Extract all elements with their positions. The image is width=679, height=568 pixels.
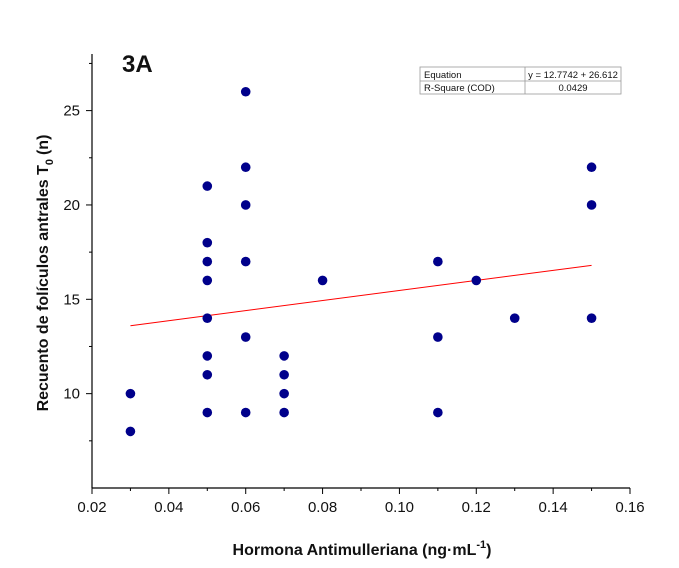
y-axis-title-main: Recuento de folículos antrales T (35, 165, 52, 412)
y-tick-label: 20 (63, 197, 80, 214)
data-point (240, 332, 251, 342)
y-axis-title: Recuento de folículos antrales T0 (n) (35, 135, 56, 412)
data-point (586, 162, 597, 173)
plot-area (130, 264, 592, 327)
x-tick-label: 0.04 (154, 499, 183, 516)
data-point (509, 313, 520, 323)
data-point (202, 313, 213, 323)
y-tick-label: 15 (63, 291, 80, 308)
r-square-value: 0.0429 (558, 83, 587, 94)
data-points (125, 86, 597, 437)
y-axis-title-close: (n) (35, 135, 52, 155)
x-tick-label: 0.16 (615, 499, 644, 516)
equation-table-border (419, 66, 622, 95)
x-tick-label: 0.12 (462, 499, 491, 516)
equation-label: Equation (424, 70, 462, 81)
regression-line (130, 264, 592, 327)
x-tick-label: 0.06 (231, 499, 260, 516)
data-point (202, 181, 213, 191)
data-point (279, 407, 289, 418)
data-point (433, 256, 443, 267)
x-axis-title-sup: -1 (476, 539, 486, 551)
x-tick-label: 0.02 (77, 499, 106, 516)
axes: 0.02 0.04 0.06 0.08 0.10 0.12 0.14 0.16 10 15 20 25 (63, 54, 645, 516)
data-point (433, 332, 443, 342)
data-point (202, 256, 213, 267)
y-axis-title-sub: 0 (44, 159, 56, 165)
data-point (202, 407, 213, 418)
x-tick-label: 0.08 (308, 499, 337, 516)
data-point (586, 200, 597, 210)
data-point (279, 388, 289, 399)
data-point (202, 369, 213, 380)
data-point (202, 275, 213, 286)
r-square-label: R-Square (COD) (424, 83, 495, 94)
y-tick-label: 25 (63, 103, 80, 120)
data-point (202, 237, 213, 248)
x-axis-title-close: ) (486, 542, 491, 559)
panel-label: 3A (122, 51, 153, 78)
data-point (202, 351, 213, 361)
x-axis-title: Hormona Antimulleriana (ng·mL-1) (233, 539, 492, 559)
x-tick-label: 0.14 (539, 499, 568, 516)
x-tick-label: 0.10 (385, 499, 414, 516)
data-point (433, 407, 443, 418)
data-point (240, 162, 251, 173)
equation-value: y = 12.7742 + 26.612 (528, 70, 618, 81)
data-point (125, 388, 136, 399)
data-point (586, 313, 597, 323)
y-tick-label: 10 (63, 386, 80, 403)
data-point (317, 275, 328, 286)
data-point (240, 200, 251, 210)
data-point (279, 369, 289, 380)
x-axis-title-main: Hormona Antimulleriana (ng·mL (233, 542, 477, 559)
data-point (125, 426, 136, 437)
equation-table: Equation y = 12.7742 + 26.612 R-Square (… (419, 66, 622, 95)
data-point (279, 351, 289, 361)
data-point (240, 86, 251, 97)
data-point (471, 275, 482, 286)
data-point (240, 407, 251, 418)
data-point (240, 256, 251, 267)
